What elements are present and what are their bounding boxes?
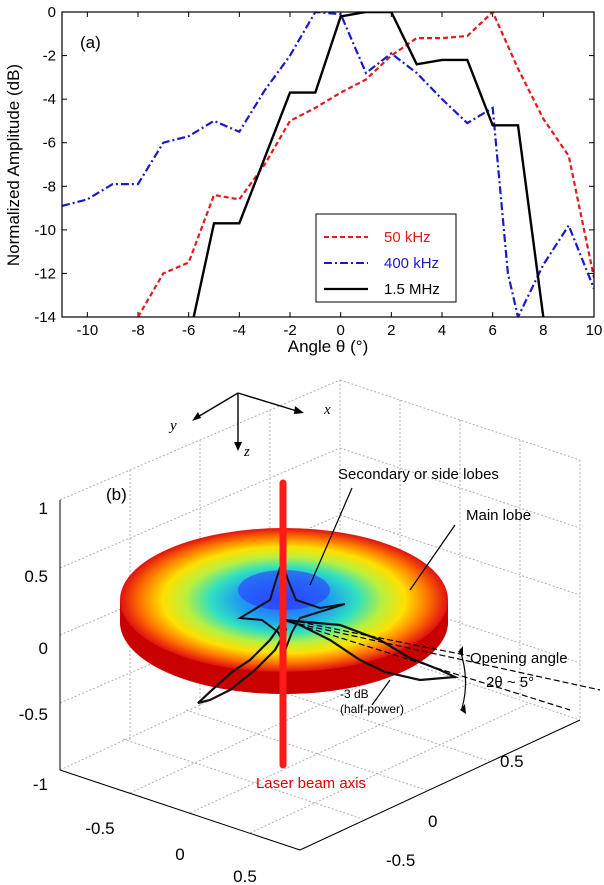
y-tick-label: -4	[43, 91, 56, 108]
opening-angle-label: Opening angle	[470, 650, 568, 667]
panel-b: 1 0.5 0 -0.5 -1 -0.5 0 0.5 0.5 0 -0.5 x	[19, 379, 601, 885]
z-tick-label: 1	[39, 499, 48, 518]
triad-x-label: x	[323, 402, 331, 418]
panel-a: (a) 0 -2 -4 -6 -8 -10 -12 -14 -10 -8 -6 -4 -2 0 2 4 6 8 1…	[4, 4, 602, 356]
y-tick-label: -10	[34, 222, 56, 239]
panel-b-x-tick-labels: -0.5 0 0.5	[85, 819, 256, 885]
panel-b-annotations: Secondary or side lobes Main lobe Openin…	[256, 466, 568, 792]
y-tick-label: -2	[43, 48, 56, 65]
main-lobe-outline	[283, 618, 460, 682]
laser-beam-axis-label: Laser beam axis	[256, 775, 366, 792]
y-tick-label: 0	[428, 812, 437, 831]
x-tick-label: -8	[131, 322, 144, 339]
panel-a-x-axis-label: Angle θ (°)	[288, 337, 369, 356]
panel-a-plot-area	[62, 12, 594, 317]
x-tick-label: 8	[539, 322, 547, 339]
panel-a-label: (a)	[80, 33, 101, 52]
panel-b-axis-lines	[59, 500, 581, 851]
series-line-400-khz	[62, 12, 594, 317]
opening-angle-value: 2θ ~ 5°	[486, 674, 534, 691]
main-lobe-label: Main lobe	[466, 507, 531, 524]
z-tick-label: -1	[33, 775, 48, 794]
panel-a-legend: 50 kHz 400 kHz 1.5 MHz	[315, 213, 457, 303]
legend-label-1-5mhz: 1.5 MHz	[384, 281, 440, 298]
legend-label-50khz: 50 kHz	[384, 229, 431, 246]
z-tick-label: -0.5	[19, 705, 48, 724]
x-tick-label: 10	[586, 322, 603, 339]
x-tick-label: 2	[387, 322, 395, 339]
y-tick-label: -0.5	[386, 851, 415, 870]
y-tick-label: -8	[43, 178, 56, 195]
triad-z-label: z	[243, 444, 250, 460]
triad-y-label: y	[168, 418, 177, 434]
y-tick-label: 0	[48, 4, 56, 21]
side-lobes-label: Secondary or side lobes	[338, 466, 499, 483]
x-tick-label: 0	[175, 845, 184, 864]
z-tick-label: 0	[39, 639, 48, 658]
panel-a-y-tick-labels: 0 -2 -4 -6 -8 -10 -12 -14	[34, 4, 56, 326]
y-tick-label: 0.5	[500, 752, 524, 771]
panel-b-label: (b)	[106, 485, 127, 504]
x-tick-label: -4	[233, 322, 246, 339]
series-line-1-5-mhz	[192, 12, 545, 317]
radiation-pattern-3d	[120, 479, 460, 769]
x-tick-label: -0.5	[85, 819, 114, 838]
y-tick-label: -14	[34, 309, 56, 326]
annotation-pointers	[289, 487, 601, 714]
half-power-label: (half-power)	[340, 702, 404, 716]
series-line-50-khz	[137, 12, 594, 317]
panel-a-y-axis-label: Normalized Amplitude (dB)	[4, 64, 23, 266]
panel-b-z-tick-labels: 1 0.5 0 -0.5 -1	[19, 499, 48, 794]
z-tick-label: 0.5	[24, 567, 48, 586]
legend-box	[315, 213, 457, 303]
x-tick-label: -2	[283, 322, 296, 339]
y-tick-label: -12	[34, 265, 56, 282]
minus-3db-label: -3 dB	[340, 687, 369, 701]
x-tick-label: 0.5	[233, 867, 257, 885]
x-tick-label: 4	[438, 322, 446, 339]
x-tick-label: 0	[336, 322, 344, 339]
x-tick-label: -10	[76, 322, 98, 339]
x-tick-label: -6	[182, 322, 195, 339]
lower-lobe-outline	[197, 617, 288, 705]
x-tick-label: 6	[488, 322, 496, 339]
legend-label-400khz: 400 kHz	[384, 255, 439, 272]
axis-triad	[192, 392, 304, 451]
panel-a-x-tick-labels: -10 -8 -6 -4 -2 0 2 4 6 8 10	[76, 322, 602, 339]
panel-a-axes-box	[61, 11, 595, 318]
panel-b-y-tick-labels: 0.5 0 -0.5	[386, 752, 524, 870]
y-tick-label: -6	[43, 135, 56, 152]
